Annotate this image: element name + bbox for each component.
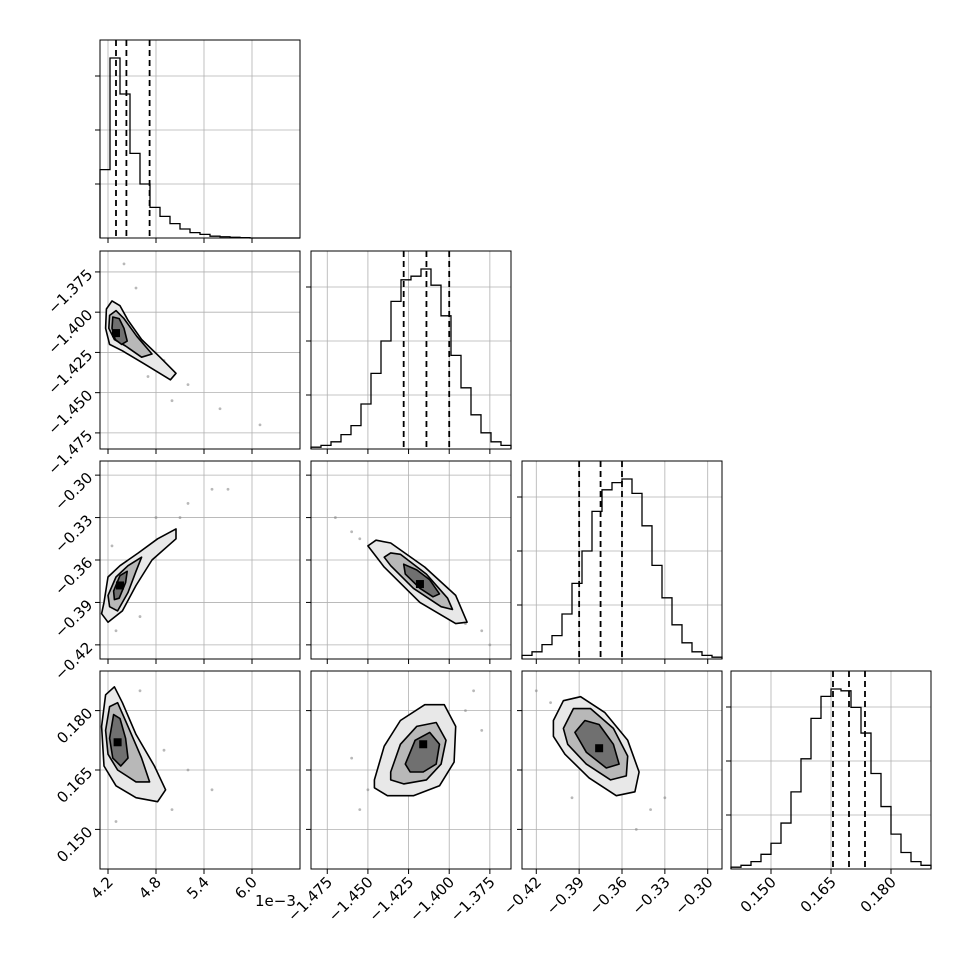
x-offset-text: 1e−3	[255, 892, 296, 910]
histogram-p3	[730, 688, 932, 869]
hist-panel-p3	[726, 670, 932, 874]
x-tick-label-p2: −0.33	[628, 873, 673, 918]
y-tick-label-p3: 0.165	[53, 764, 96, 807]
density-peak	[116, 581, 124, 590]
x-tick-label-p0: 5.4	[183, 873, 213, 903]
pair-panel-p0-p3	[95, 670, 301, 874]
sample-point	[358, 808, 362, 811]
density-peak	[113, 738, 122, 747]
panel-frame	[310, 670, 512, 870]
x-tick-label-p2: −0.42	[500, 873, 545, 918]
sample-point	[488, 643, 492, 647]
hist-panel-p0	[95, 39, 301, 243]
x-tick-label-p0: 4.8	[135, 873, 165, 903]
sample-point	[186, 383, 190, 387]
panel-frame	[310, 460, 512, 660]
y-tick-label-p2: −0.39	[51, 596, 96, 641]
sample-point	[218, 407, 222, 411]
sample-point	[366, 788, 370, 792]
x-tick-label-p0: 4.2	[87, 873, 117, 903]
y-tick-label-p3: 0.180	[53, 704, 96, 747]
pair-panel-p0-p1	[95, 250, 301, 454]
sample-point	[146, 375, 150, 378]
sample-point	[663, 796, 667, 800]
panel-frame	[99, 250, 301, 450]
sample-point	[134, 286, 138, 290]
x-tick-label-p1: −1.375	[447, 873, 499, 925]
hist-panel-p2	[517, 460, 723, 664]
x-tick-label-p3: 0.180	[857, 873, 900, 916]
sample-point	[110, 544, 114, 548]
sample-point	[350, 530, 354, 534]
sample-point	[534, 689, 538, 693]
sample-point	[154, 516, 158, 519]
density-peak	[415, 580, 424, 589]
sample-point	[162, 748, 166, 752]
sample-point	[570, 796, 574, 800]
pair-panel-p1-p2	[306, 460, 512, 664]
density-peak	[595, 744, 604, 753]
sample-point	[480, 629, 484, 633]
sample-point	[114, 629, 118, 633]
sample-point	[358, 537, 362, 541]
panel-frame	[310, 250, 512, 450]
panel-frame	[99, 670, 301, 870]
panel-frame	[99, 460, 301, 660]
sample-point	[210, 487, 214, 491]
sample-point	[138, 689, 142, 693]
y-tick-label-p3: 0.150	[53, 823, 96, 866]
sample-point	[170, 808, 174, 811]
x-tick-label-p3: 0.150	[737, 873, 780, 916]
sample-point	[480, 729, 484, 732]
density-peak	[112, 329, 120, 338]
sample-point	[649, 808, 652, 811]
y-tick-label-p2: −0.33	[51, 511, 96, 556]
sample-point	[333, 516, 337, 519]
sample-point	[186, 768, 190, 772]
panel-frame	[99, 39, 301, 239]
sample-point	[186, 502, 190, 505]
x-tick-label-p2: −0.39	[543, 873, 588, 918]
sample-point	[258, 423, 262, 427]
x-tick-label-p2: −0.30	[671, 873, 716, 918]
sample-point	[210, 788, 214, 792]
sample-point	[350, 756, 354, 760]
pair-panel-p2-p3	[517, 670, 723, 874]
density-contour-3	[404, 731, 441, 773]
sample-point	[226, 487, 230, 491]
sample-point	[549, 701, 552, 705]
sample-point	[464, 709, 467, 712]
y-tick-label-p2: −0.36	[51, 554, 96, 599]
density-peak	[419, 740, 428, 749]
hist-panel-p1	[306, 250, 512, 454]
histogram-p0	[99, 57, 300, 239]
sample-point	[472, 689, 476, 693]
pair-panel-p1-p3	[306, 670, 512, 874]
sample-point	[170, 399, 174, 403]
histogram-p2	[521, 478, 723, 659]
y-tick-label-p2: −0.42	[51, 638, 96, 683]
sample-point	[634, 828, 638, 831]
y-tick-label-p1: −1.375	[44, 266, 96, 318]
sample-point	[178, 516, 182, 519]
pair-panel-p0-p2	[95, 460, 301, 664]
sample-point	[122, 262, 126, 266]
sample-point	[114, 820, 118, 823]
x-tick-label-p2: −0.36	[586, 873, 631, 918]
x-tick-label-p3: 0.165	[797, 873, 840, 916]
histogram-p1	[310, 268, 512, 449]
sample-point	[138, 615, 142, 618]
